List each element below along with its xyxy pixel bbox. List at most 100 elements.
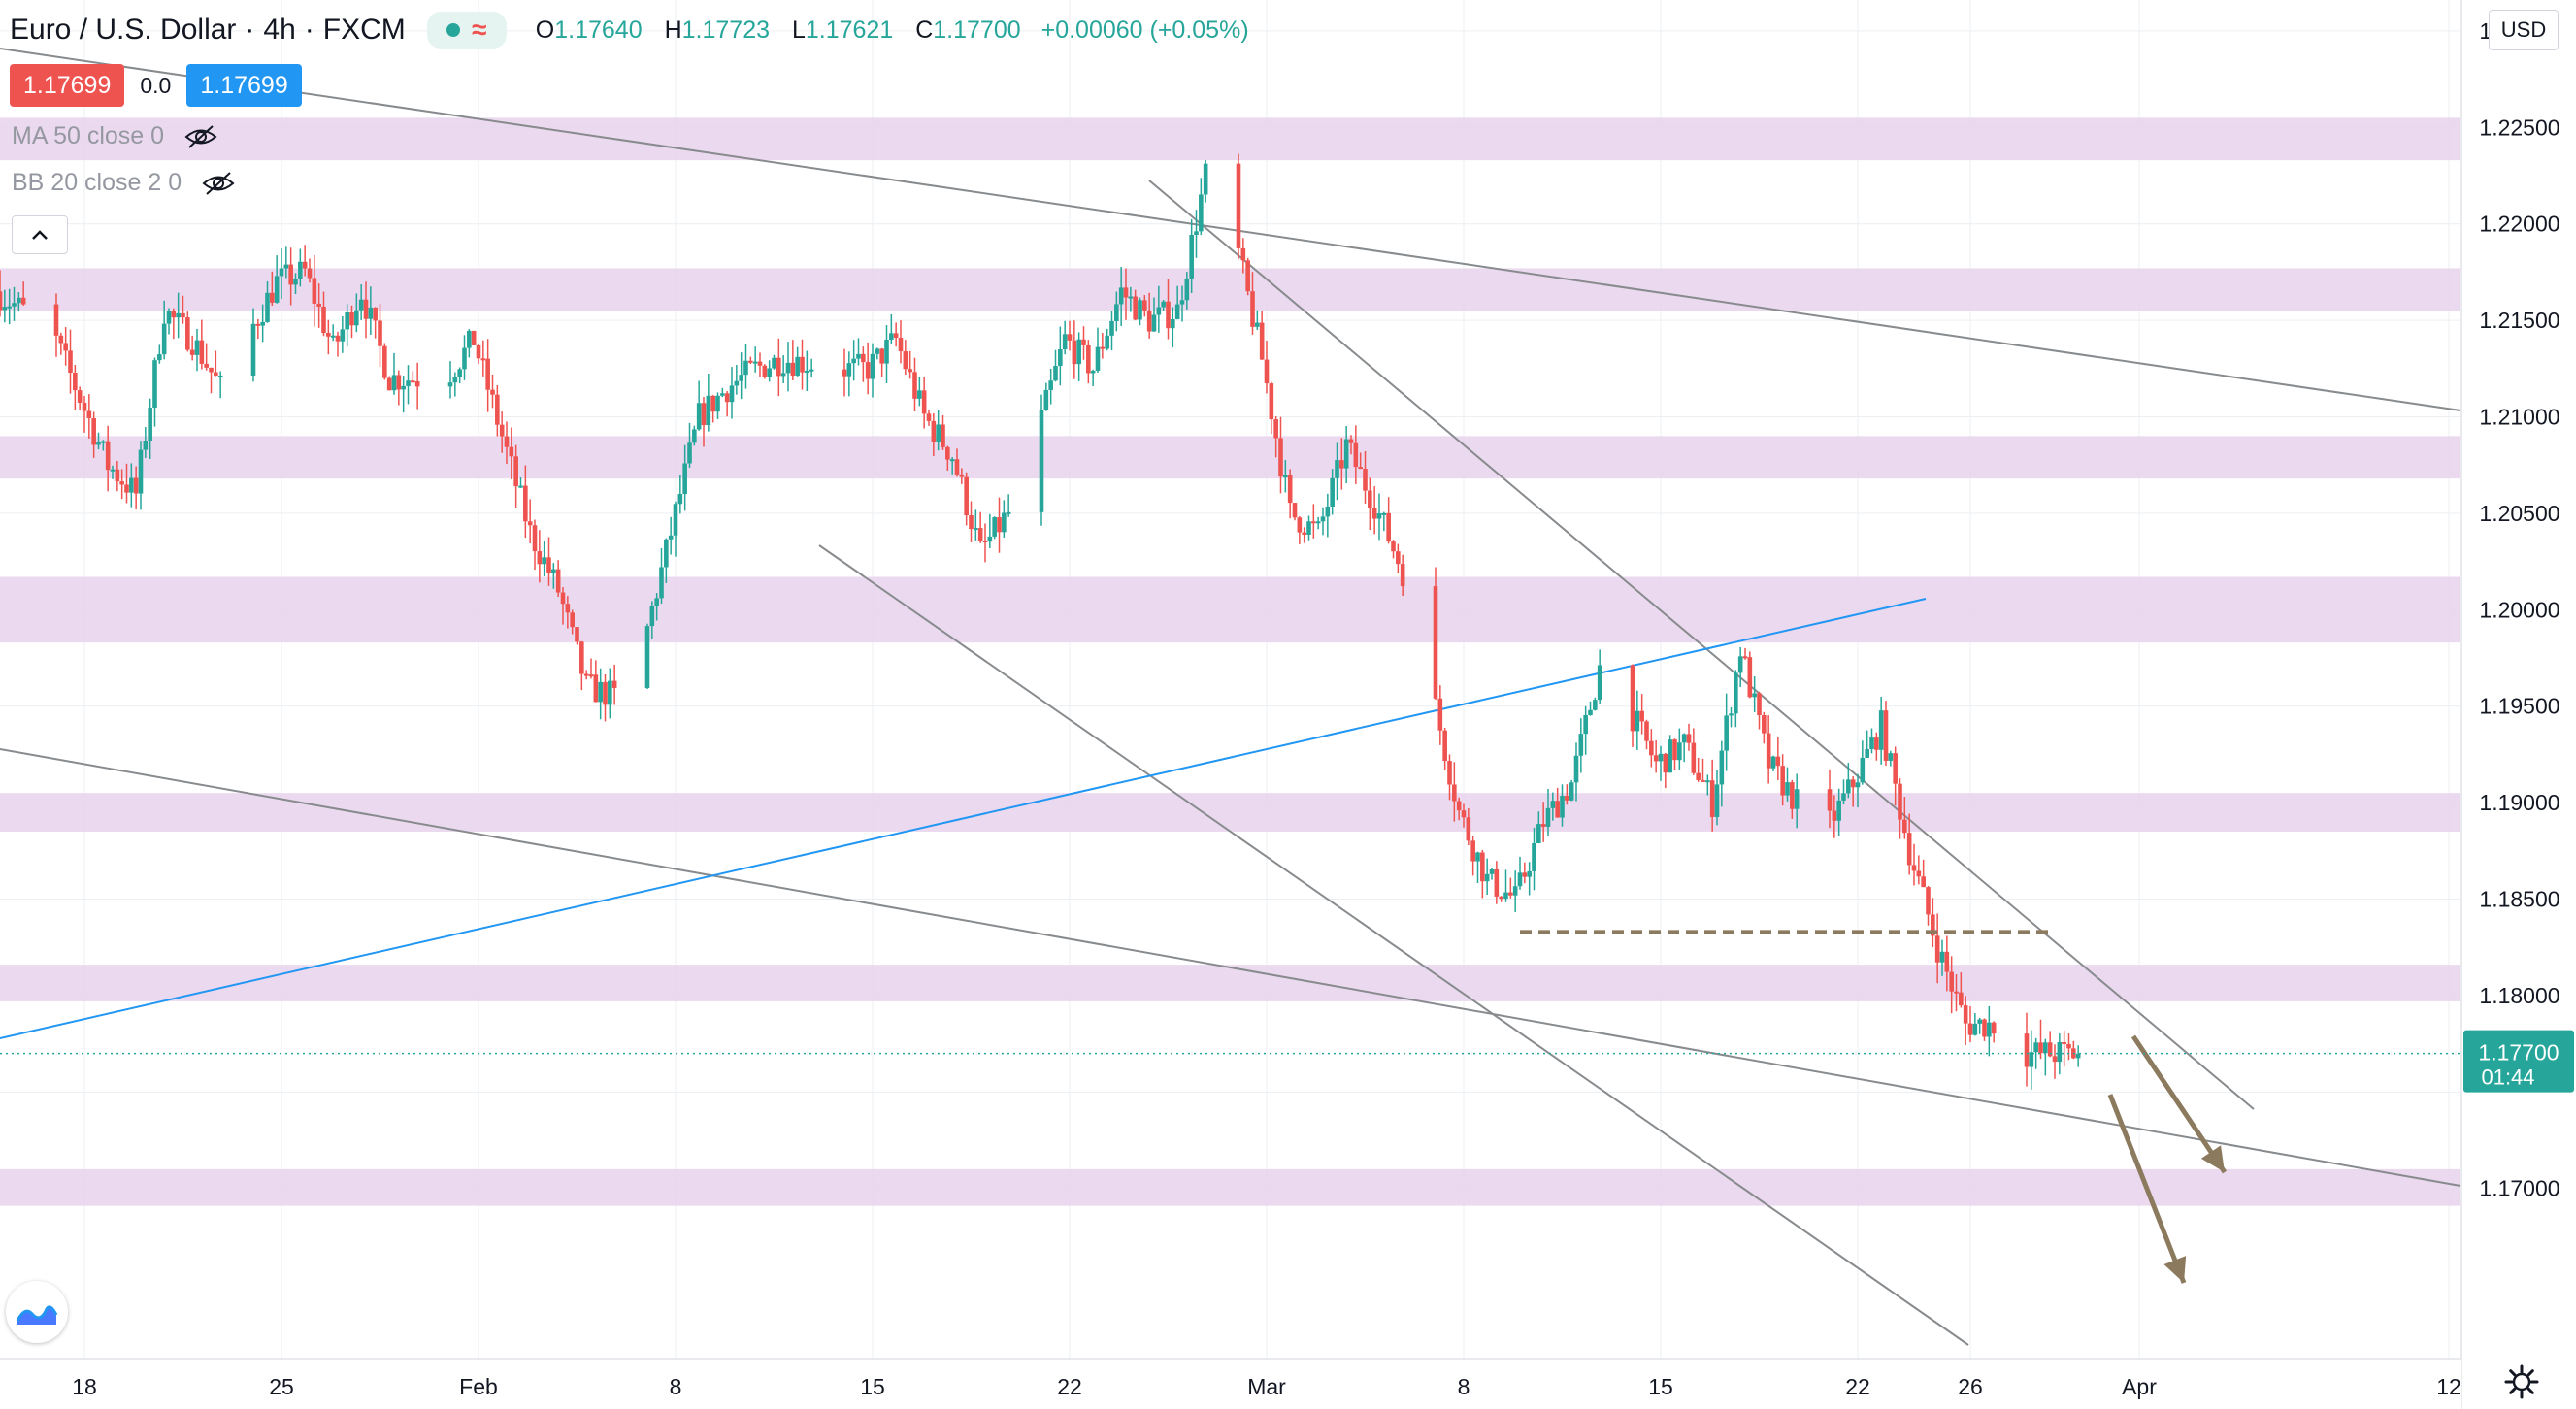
data-stream-icon: ≈ <box>472 15 487 45</box>
candle-countdown: 01:44 <box>2481 1065 2534 1090</box>
zone-band[interactable] <box>0 268 2460 311</box>
market-status-pill[interactable]: ≈ <box>426 12 507 49</box>
candle-body <box>96 442 101 445</box>
buy-button[interactable]: 1.17699 <box>186 64 302 107</box>
candle-body <box>1593 700 1598 710</box>
last-price-value: 1.17700 <box>2478 1040 2559 1065</box>
candle-body <box>1142 300 1147 311</box>
candle-body <box>1724 715 1729 751</box>
projection-arrow-lower[interactable] <box>2107 1094 2187 1284</box>
candle-body <box>105 441 111 471</box>
grid-lines <box>0 0 2460 1359</box>
candle-body <box>805 371 809 374</box>
collapse-legend-button[interactable] <box>12 215 68 254</box>
candle-body <box>1306 521 1311 535</box>
candle-body <box>954 459 960 475</box>
trendline-blue-rising[interactable] <box>0 598 1927 1039</box>
candle-body <box>1742 656 1748 659</box>
candle-body <box>471 330 477 345</box>
candle-body <box>908 369 912 373</box>
trendline-steep-lower[interactable] <box>818 544 1969 1346</box>
hidden-eye-icon[interactable] <box>183 123 218 150</box>
projection-arrow-upper[interactable] <box>2130 1034 2228 1174</box>
x-tick-label: 15 <box>860 1374 885 1399</box>
candle-body <box>710 395 715 412</box>
y-tick-label: 1.22000 <box>2479 212 2559 237</box>
chart-header: Euro / U.S. Dollar · 4h · FXCM ≈ O1.1764… <box>10 12 1249 49</box>
trendline-steep-upper[interactable] <box>1148 180 2255 1110</box>
candle-body <box>1565 796 1569 801</box>
candle-body <box>555 569 561 593</box>
candle-body <box>161 323 167 355</box>
y-tick-label: 1.21500 <box>2479 308 2559 333</box>
candle-body <box>884 340 889 364</box>
candle-body <box>1353 442 1359 468</box>
candle-body <box>1475 852 1480 862</box>
candle-body <box>1785 782 1790 796</box>
zone-band[interactable] <box>0 117 2460 161</box>
candle-body <box>302 261 308 269</box>
price-axis-bg[interactable] <box>2461 0 2576 1409</box>
candle-body <box>138 449 144 494</box>
candle-body <box>17 297 21 304</box>
zone-band[interactable] <box>0 576 2460 643</box>
candle-body <box>588 674 594 677</box>
sell-button[interactable]: 1.17699 <box>10 64 125 107</box>
candle-body <box>1963 1005 1968 1024</box>
interval-label[interactable]: 4h <box>263 14 296 46</box>
candle-body <box>1972 1023 1978 1035</box>
candle-body <box>1133 296 1138 320</box>
candle-body <box>1236 163 1241 248</box>
candle-body <box>1076 339 1081 365</box>
arrow-head <box>2163 1256 2187 1283</box>
candle-body <box>800 356 805 373</box>
trendline-upper-channel[interactable] <box>0 48 2461 411</box>
candle-body <box>480 358 486 361</box>
candle-body <box>1729 713 1734 716</box>
zone-band[interactable] <box>0 1168 2460 1206</box>
zone-band[interactable] <box>0 793 2460 832</box>
zone-band[interactable] <box>0 436 2460 479</box>
indicator-bb[interactable]: BB 20 close 2 0 <box>12 169 236 197</box>
close-value: 1.17700 <box>933 16 1021 44</box>
candle-body <box>199 340 205 364</box>
arrow-head <box>2200 1145 2225 1172</box>
candle-body <box>1921 876 1926 888</box>
candle-body <box>644 626 650 688</box>
candle-body <box>20 297 26 305</box>
candle-body <box>1146 310 1152 332</box>
candle-body <box>307 268 313 279</box>
candle-body <box>1264 359 1270 384</box>
hidden-eye-icon[interactable] <box>201 170 236 197</box>
candle-body <box>1681 734 1687 743</box>
tradingview-logo[interactable] <box>6 1281 68 1343</box>
candle-body <box>982 541 988 543</box>
x-tick-label: 22 <box>1057 1374 1082 1399</box>
candle-body <box>1456 801 1462 811</box>
candle-body <box>260 321 265 326</box>
indicator-ma[interactable]: MA 50 close 0 <box>12 122 218 150</box>
candle-body <box>2033 1042 2038 1053</box>
candle-body <box>288 264 293 285</box>
candle-body <box>1138 300 1142 320</box>
symbol-name[interactable]: Euro / U.S. Dollar <box>10 14 237 46</box>
trendlines[interactable] <box>0 48 2461 1346</box>
candle-body <box>1043 389 1049 410</box>
candle-body <box>1325 506 1331 517</box>
arrow-shaft <box>2130 1034 2228 1174</box>
candle-body <box>274 276 280 303</box>
zone-band[interactable] <box>0 965 2460 1001</box>
overlay-drawings[interactable] <box>0 930 2460 1284</box>
support-resistance-zones[interactable] <box>0 117 2460 1206</box>
candle-body <box>767 368 772 377</box>
candle-body <box>1527 870 1532 877</box>
settings-gear-icon[interactable] <box>2502 1362 2541 1401</box>
trendline-lower-channel[interactable] <box>0 748 2461 1187</box>
time-axis-bg[interactable] <box>0 1359 2461 1409</box>
candle-body <box>513 456 518 487</box>
currency-button[interactable]: USD <box>2489 10 2559 50</box>
candle-body <box>321 306 326 333</box>
candle-body <box>1762 714 1767 734</box>
